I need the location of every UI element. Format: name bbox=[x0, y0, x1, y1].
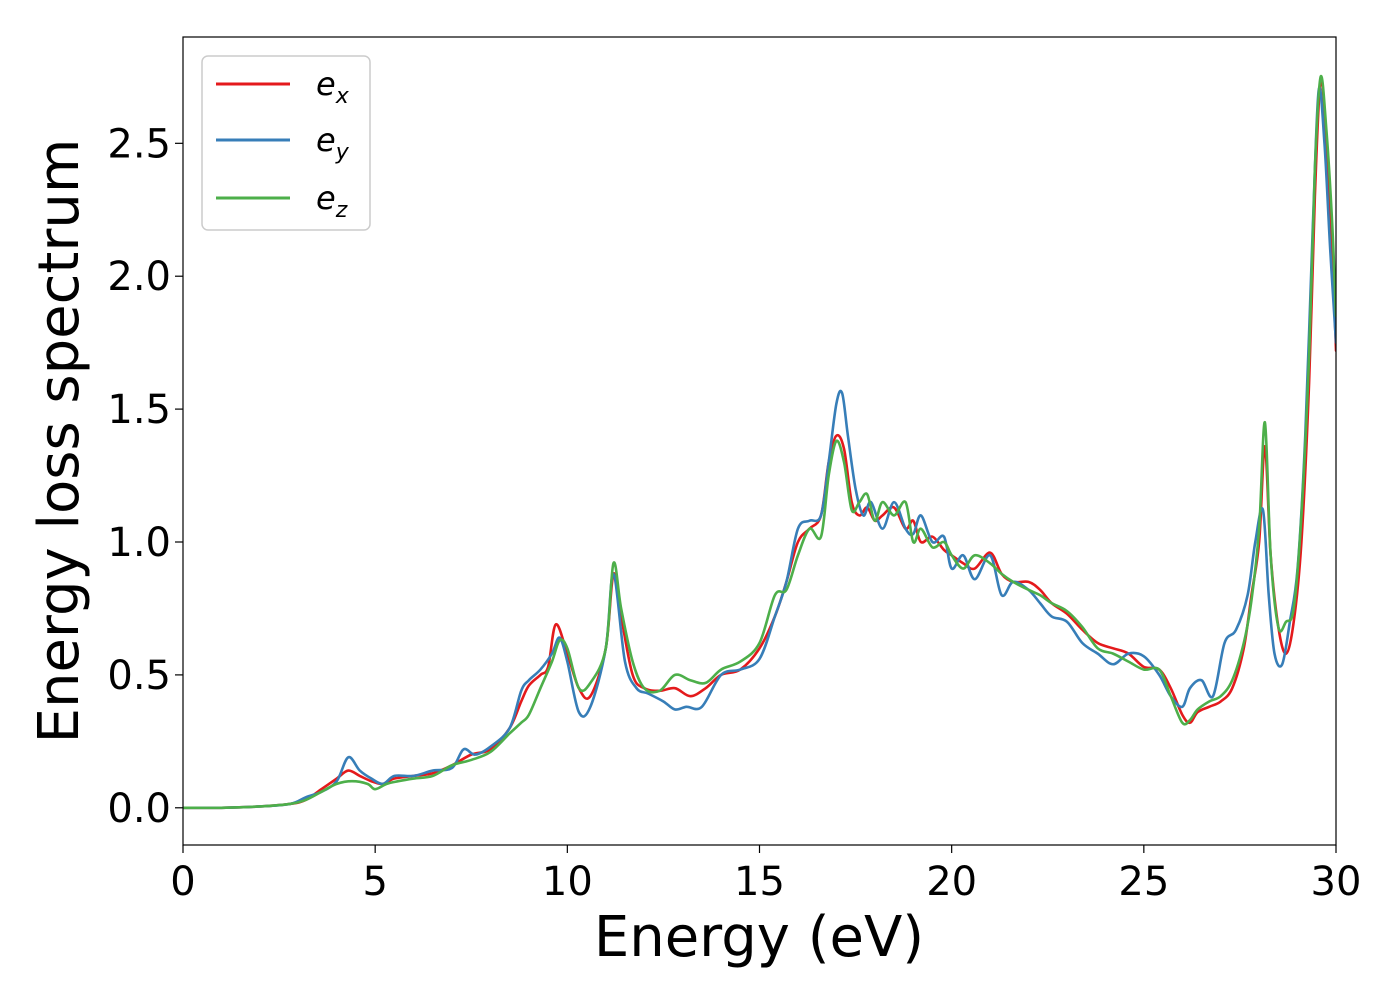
x-tick-label: 15 bbox=[734, 859, 785, 905]
y-axis-title: Energy loss spectrum bbox=[27, 139, 92, 744]
legend-label-z: ez bbox=[316, 179, 348, 223]
x-axis-title: Energy (eV) bbox=[594, 905, 924, 970]
legend-label-y: ey bbox=[316, 121, 350, 165]
x-tick-label: 5 bbox=[362, 859, 387, 905]
x-axis-ticks: 0 5 10 15 20 25 30 bbox=[170, 845, 1361, 905]
plot-lines bbox=[183, 74, 1336, 810]
series-line-z bbox=[183, 74, 1336, 810]
x-tick-label: 10 bbox=[542, 859, 593, 905]
series-line-y bbox=[183, 86, 1336, 810]
y-tick-label: 0.0 bbox=[107, 786, 171, 832]
legend-label-x: ex bbox=[316, 65, 350, 109]
y-tick-label: 1.5 bbox=[107, 387, 171, 433]
legend: ex ey ez bbox=[201, 55, 371, 231]
y-tick-label: 1.0 bbox=[107, 520, 171, 566]
x-tick-label: 0 bbox=[170, 859, 195, 905]
y-axis-ticks: 0.0 0.5 1.0 1.5 2.0 2.5 bbox=[107, 121, 183, 832]
y-tick-label: 0.5 bbox=[107, 653, 171, 699]
x-tick-label: 20 bbox=[926, 859, 977, 905]
y-tick-label: 2.5 bbox=[107, 121, 171, 167]
legend-box bbox=[201, 55, 371, 231]
y-tick-label: 2.0 bbox=[107, 254, 171, 300]
x-tick-label: 25 bbox=[1118, 859, 1169, 905]
x-tick-label: 30 bbox=[1311, 859, 1362, 905]
